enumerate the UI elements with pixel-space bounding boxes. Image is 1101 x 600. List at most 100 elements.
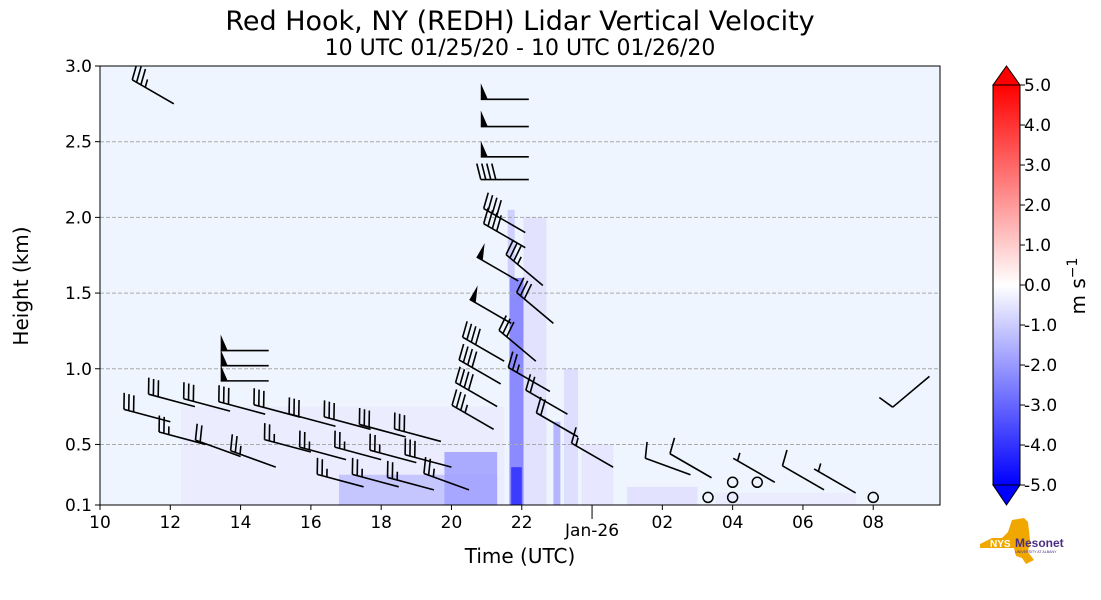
velocity-region: [627, 486, 698, 505]
wind-barb: [461, 321, 505, 362]
barb-full: [515, 277, 525, 293]
barb-staff: [288, 413, 336, 428]
barb-staff: [324, 416, 371, 431]
barb-full: [491, 197, 498, 214]
barb-staff: [317, 473, 364, 488]
y-tick-label: 1.0: [65, 360, 92, 380]
barb-full: [229, 434, 234, 451]
ny-state-shape-icon: [980, 518, 1034, 564]
barb-staff: [455, 381, 498, 408]
barb-staff: [123, 408, 171, 423]
barb-full: [781, 449, 788, 467]
barb-staff: [462, 336, 505, 362]
barb-half: [516, 256, 522, 265]
calm-circle: [726, 491, 739, 504]
barb-half: [736, 452, 741, 462]
barb-full: [459, 369, 466, 386]
barb-full: [878, 396, 894, 408]
wind-barb: [644, 441, 691, 476]
barb-full: [502, 318, 511, 334]
barb-staff: [230, 449, 277, 468]
velocity-region: [563, 368, 578, 505]
logo-name: Mesonet: [1015, 536, 1064, 550]
y-tick-label: 0.5: [65, 435, 92, 455]
wind-barb: [404, 438, 452, 468]
y-tick-label: 3.0: [65, 57, 92, 77]
barb-full: [135, 66, 142, 83]
wind-barb: [482, 192, 526, 234]
barb-full: [481, 163, 487, 180]
velocity-region: [581, 444, 614, 505]
wind-barb: [813, 463, 857, 494]
barb-full: [466, 323, 473, 340]
x-tick-label: 14: [230, 513, 252, 533]
wind-barb: [732, 452, 776, 483]
x-tick-label: 06: [792, 513, 814, 533]
x-tick-label: 10: [89, 513, 111, 533]
barb-staff: [732, 457, 776, 483]
wind-barb: [480, 110, 529, 128]
y-tick-label: 0.1: [65, 496, 92, 516]
barb-full: [476, 163, 482, 180]
barb-full: [474, 328, 481, 345]
barb-full: [525, 374, 532, 391]
barb-staff: [423, 472, 470, 491]
wind-barb: [570, 427, 614, 468]
barb-staff: [498, 329, 537, 362]
barb-full: [234, 435, 238, 453]
velocity-field: [180, 209, 856, 505]
barb-staff: [483, 222, 526, 249]
wind-barb: [334, 430, 382, 461]
barb-full: [491, 163, 497, 180]
velocity-region: [444, 452, 498, 505]
wind-barb: [454, 366, 498, 408]
wind-barb: [220, 334, 269, 352]
wind-barb: [316, 457, 364, 488]
colorbar-tick-label: 0.0: [1024, 276, 1051, 296]
barb-full: [482, 192, 490, 209]
barb-staff: [404, 453, 452, 468]
wind-barb: [194, 423, 241, 458]
wind-barb: [702, 491, 714, 504]
barb-staff: [645, 457, 691, 476]
colorbar-tick-label: 2.0: [1024, 196, 1051, 216]
x-tick-label: 18: [370, 513, 392, 533]
wind-barb: [323, 400, 371, 431]
barb-staff: [264, 438, 312, 453]
barb-full: [470, 326, 477, 343]
barb-full: [454, 366, 461, 383]
wind-barb: [505, 239, 544, 287]
y-axis: 0.1 0.5 1.0 1.5 2.0 2.5 3.0: [65, 57, 100, 516]
calm-circle: [702, 491, 714, 504]
barb-full: [451, 389, 458, 406]
barb-staff: [183, 397, 231, 412]
barb-full: [570, 427, 577, 444]
barb-staff: [299, 446, 347, 461]
wind-barb: [158, 415, 206, 446]
barb-full: [507, 351, 514, 368]
x-tick-label: Jan-26: [564, 521, 619, 541]
barb-full: [455, 391, 462, 409]
velocity-region: [553, 421, 561, 505]
wind-barb: [298, 430, 347, 461]
x-tick-label: 20: [441, 513, 463, 533]
barb-full: [511, 353, 518, 371]
barb-full: [495, 199, 502, 217]
barb-staff: [131, 79, 175, 105]
x-tick-label: 12: [159, 513, 181, 533]
velocity-region: [715, 492, 856, 505]
wind-barb: [781, 449, 825, 491]
wind-barb: [386, 460, 435, 491]
barb-full: [498, 315, 507, 331]
y-tick-label: 2.5: [65, 133, 92, 153]
wind-barb: [220, 364, 269, 382]
wind-barbs: [123, 66, 930, 504]
barb-full: [509, 242, 518, 259]
barb-staff: [892, 375, 930, 408]
wind-barb: [131, 66, 175, 105]
barb-full: [513, 245, 522, 262]
velocity-region: [511, 467, 522, 505]
barb-staff: [334, 446, 382, 461]
wind-barb: [229, 434, 277, 468]
barb-staff: [782, 465, 825, 491]
